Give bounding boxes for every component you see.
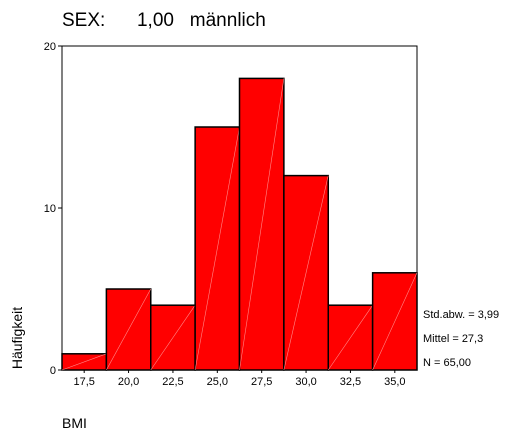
- x-tick-label: 35,0: [384, 376, 405, 388]
- x-tick-label: 17,5: [73, 376, 94, 388]
- bar-shade-line: [61, 353, 107, 371]
- stat-std-dev: Std.abw. = 3,99: [423, 309, 499, 321]
- x-axis-label: BMI: [62, 415, 87, 431]
- chart-title: SEX: 1,00 männlich: [62, 10, 266, 31]
- bar-shade-line: [194, 126, 240, 371]
- bar-shade-line: [283, 175, 329, 371]
- bar-shade-line: [150, 305, 196, 371]
- bar-shade-line: [106, 288, 152, 371]
- stat-n: N = 65,00: [423, 357, 471, 369]
- y-tick-label: 10: [44, 203, 56, 215]
- x-tick-label: 27,5: [251, 376, 272, 388]
- x-tick-label: 32,5: [340, 376, 361, 388]
- y-axis-label: Häufigkeit: [9, 307, 25, 369]
- x-tick-label: 20,0: [118, 376, 139, 388]
- x-tick-label: 30,0: [295, 376, 316, 388]
- bars-group: [61, 77, 418, 371]
- y-tick-label: 0: [50, 365, 56, 377]
- bar-shade-line: [239, 78, 285, 371]
- bar-shade-line: [372, 272, 418, 371]
- bar-shade-line: [328, 305, 373, 371]
- x-tick-label: 25,0: [207, 376, 228, 388]
- x-ticks-group: 17,5 20,0 22,5 25,0 27,5 30,0 32,5 35,0: [73, 370, 406, 388]
- y-tick-label: 20: [44, 41, 56, 53]
- y-ticks-group: 0 10 20: [44, 41, 62, 377]
- stat-mean: Mittel = 27,3: [423, 333, 483, 345]
- x-tick-label: 22,5: [162, 376, 183, 388]
